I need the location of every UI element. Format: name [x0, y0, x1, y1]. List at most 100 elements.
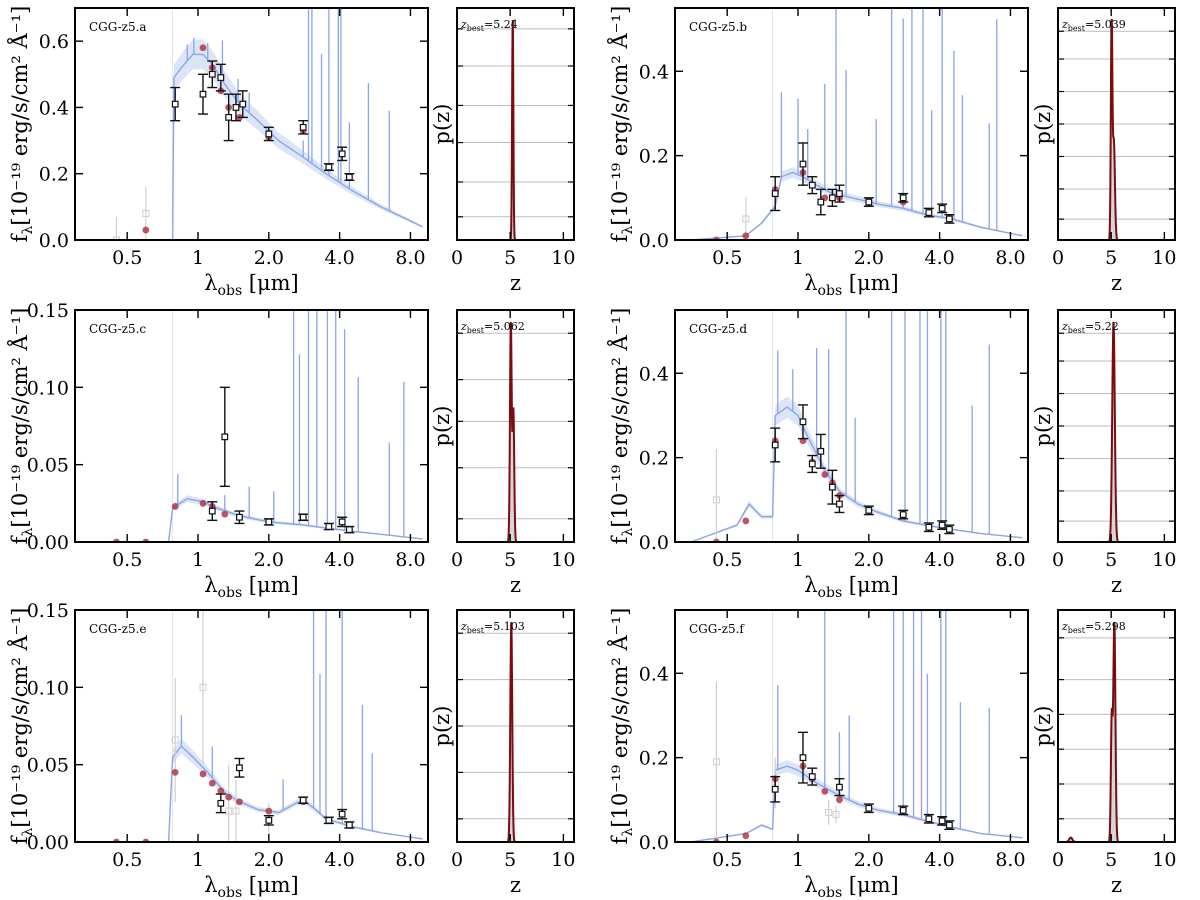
- xtick-label: 0.5: [712, 549, 742, 571]
- faint-point: [712, 758, 720, 766]
- ytick-label: 0.0: [39, 230, 69, 252]
- model-photometry-point: [171, 503, 179, 510]
- observed-point: [345, 526, 353, 534]
- xtick-label: 0.5: [712, 849, 742, 871]
- zbest-label: zbest=5.22: [1061, 320, 1119, 335]
- sed-plot-area: [690, 310, 1023, 542]
- observed-point: [817, 447, 825, 455]
- observed-point: [345, 173, 353, 181]
- sed-ylabel: fλ[10⁻¹⁹ erg/s/cm² Å⁻¹]: [607, 608, 636, 845]
- xtick-label: 4.0: [325, 247, 355, 269]
- pz-xtick-label: 10: [1152, 849, 1176, 871]
- xtick-label: 1: [192, 849, 204, 871]
- model-photometry-point: [217, 787, 225, 795]
- sed-plot-area: [90, 610, 423, 842]
- pz-xlabel: z: [510, 271, 521, 295]
- observed-point: [217, 74, 225, 82]
- ytick-label: 0.00: [27, 532, 69, 554]
- ytick-label: 0.00: [27, 832, 69, 854]
- pz-xtick-label: 5: [504, 849, 516, 871]
- sed-plot-area: [690, 610, 1023, 842]
- observed-point: [236, 513, 243, 521]
- panel-label: CGG-z5.a: [89, 20, 147, 34]
- panel-label: CGG-z5.e: [89, 622, 147, 636]
- observed-point: [865, 198, 873, 206]
- panel-label: CGG-z5.d: [689, 322, 747, 336]
- observed-point: [836, 783, 843, 791]
- pz-xtick-label: 0: [451, 849, 463, 871]
- xtick-label: 8.0: [395, 849, 425, 871]
- ytick-label: 0.15: [27, 600, 69, 622]
- ytick-label: 0.2: [639, 448, 669, 470]
- faint-point: [825, 808, 833, 816]
- pz-fill: [457, 622, 574, 842]
- sed-xlabel: λobs [μm]: [204, 873, 299, 900]
- observed-point: [925, 209, 933, 216]
- observed-point: [208, 507, 216, 515]
- observed-point: [265, 130, 273, 138]
- pz-ylabel: p(z): [430, 406, 454, 447]
- pz-xtick-label: 0: [451, 549, 463, 571]
- observed-point: [938, 817, 946, 825]
- xtick-label: 1: [792, 247, 804, 269]
- zbest-label: zbest=5.103: [460, 620, 525, 635]
- faint-point: [712, 496, 720, 504]
- panel-label: CGG-z5.f: [689, 622, 745, 636]
- pz-xtick-label: 10: [1152, 549, 1176, 571]
- xtick-label: 2.0: [854, 247, 884, 269]
- observed-point: [338, 810, 346, 818]
- observed-point: [265, 816, 273, 824]
- sed-plot-area: [90, 310, 423, 542]
- observed-point: [808, 773, 816, 781]
- xtick-label: 8.0: [995, 549, 1025, 571]
- model-photometry-point: [836, 796, 843, 804]
- observed-point: [771, 785, 779, 793]
- model-photometry-point: [199, 44, 207, 52]
- observed-point: [217, 799, 225, 807]
- observed-point: [945, 821, 953, 829]
- observed-point: [925, 815, 933, 823]
- sed-xlabel: λobs [μm]: [804, 873, 899, 900]
- panel-CGG-z5.e: 0.00 0.05 0.10 0.15 0.5 1 2.0 4.0 8.0 CGG-z5.e λob…: [7, 600, 575, 900]
- ytick-label: 0.15: [27, 300, 69, 322]
- ytick-label: 0.4: [639, 363, 669, 385]
- xtick-label: 1: [192, 247, 204, 269]
- sed-ylabel: fλ[10⁻¹⁹ erg/s/cm² Å⁻¹]: [607, 308, 636, 545]
- observed-point: [865, 506, 873, 514]
- observed-point: [938, 204, 946, 212]
- pz-ylabel: p(z): [1031, 406, 1055, 447]
- sed-plot-area: [90, 8, 423, 240]
- pz-xtick-label: 5: [1105, 247, 1117, 269]
- model-spectrum: [90, 53, 423, 240]
- observed-point: [836, 190, 843, 198]
- observed-point: [265, 518, 273, 526]
- pz-xlabel: z: [1111, 873, 1122, 897]
- pz-ylabel: p(z): [1031, 706, 1055, 747]
- xtick-label: 4.0: [325, 849, 355, 871]
- observed-point: [799, 160, 807, 168]
- observed-point: [799, 418, 807, 426]
- pz-ylabel: p(z): [430, 104, 454, 145]
- xtick-label: 1: [792, 849, 804, 871]
- observed-point: [938, 521, 946, 529]
- pz-xtick-label: 10: [1152, 247, 1176, 269]
- observed-point: [221, 433, 229, 441]
- observed-point: [325, 816, 333, 824]
- xtick-label: 2.0: [254, 849, 284, 871]
- observed-point: [171, 100, 179, 108]
- pz-xtick-label: 0: [451, 247, 463, 269]
- panel-CGG-z5.b: 0.0 0.2 0.4 0.5 1 2.0 4.0 8.0 CGG-z5.b λobs [μm] f…: [607, 6, 1176, 299]
- ytick-label: 0.2: [639, 748, 669, 770]
- pz-panel: 0 5 10 z p(z) zbest=5.039: [1031, 7, 1176, 295]
- xtick-label: 0.5: [112, 247, 142, 269]
- observed-point: [899, 511, 907, 518]
- observed-point: [345, 821, 353, 829]
- pz-panel: 0 5 10 z p(z) zbest=5.22: [1031, 309, 1176, 597]
- panel-CGG-z5.a: 0.0 0.2 0.4 0.6 0.5 1 2.0 4.0 8.0 CGG-z5.a λobs [μ…: [7, 6, 575, 299]
- model-photometry-point: [821, 787, 829, 795]
- xtick-label: 4.0: [925, 549, 955, 571]
- observed-point: [325, 163, 333, 171]
- ytick-label: 0.6: [39, 31, 69, 53]
- model-spectrum: [690, 171, 1023, 240]
